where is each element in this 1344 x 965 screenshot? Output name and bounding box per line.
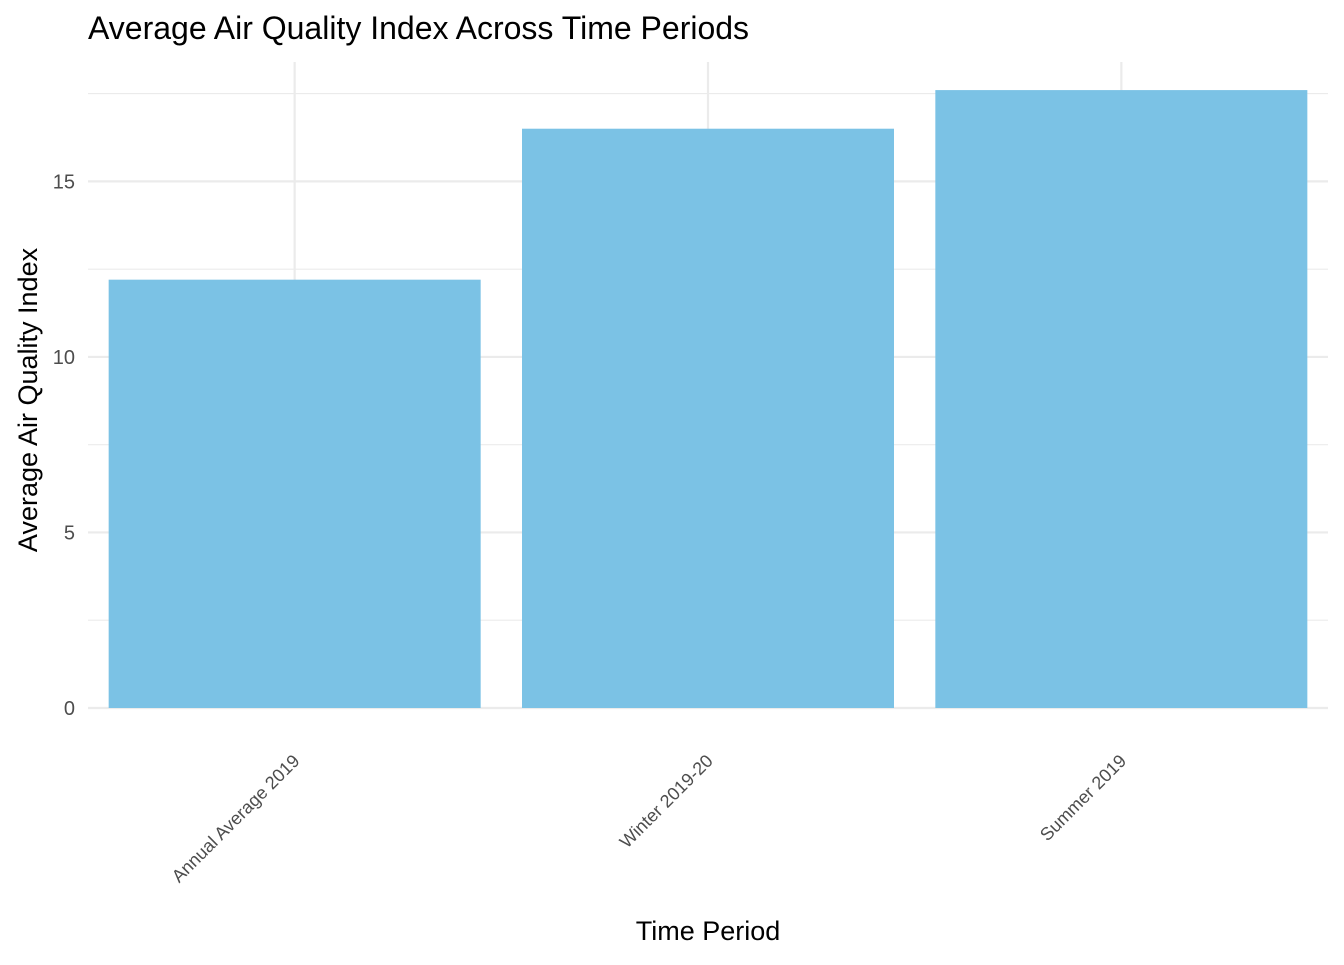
chart-title: Average Air Quality Index Across Time Pe… bbox=[88, 10, 749, 46]
bar bbox=[935, 90, 1308, 708]
x-tick-label: Summer 2019 bbox=[1036, 751, 1130, 845]
y-tick-label: 15 bbox=[53, 171, 75, 193]
x-tick-label: Annual Average 2019 bbox=[168, 751, 304, 887]
x-tick-label: Winter 2019-20 bbox=[616, 751, 717, 852]
y-axis-title: Average Air Quality Index bbox=[13, 247, 43, 552]
y-tick-label: 10 bbox=[53, 347, 75, 369]
y-tick-label: 0 bbox=[64, 698, 75, 720]
y-tick-label: 5 bbox=[64, 522, 75, 544]
bars bbox=[108, 90, 1308, 708]
bar bbox=[522, 128, 894, 708]
y-axis-ticks: 0 5 10 15 bbox=[53, 171, 75, 720]
x-axis-ticks: Annual Average 2019 Winter 2019-20 Summer … bbox=[168, 751, 1130, 887]
bar bbox=[108, 279, 481, 708]
x-axis-title: Time Period bbox=[636, 916, 781, 946]
